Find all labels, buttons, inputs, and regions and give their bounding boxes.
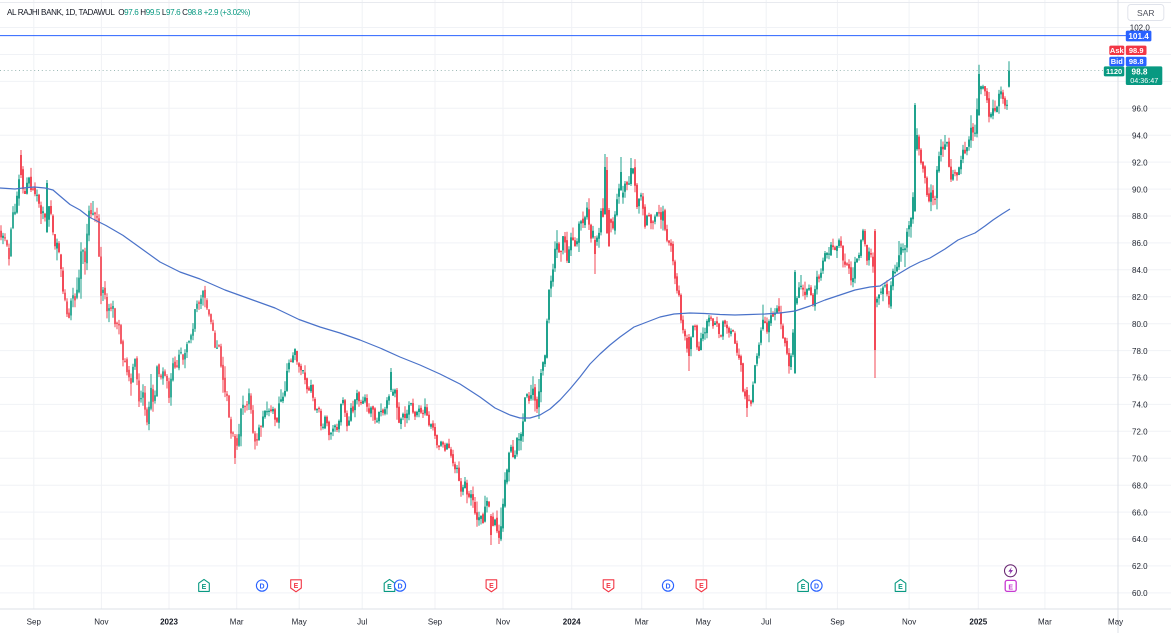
svg-text:D: D <box>259 584 264 591</box>
svg-text:Mar: Mar <box>230 618 244 627</box>
svg-text:2023: 2023 <box>160 618 178 627</box>
svg-text:92.0: 92.0 <box>1132 158 1148 167</box>
svg-text:101.4: 101.4 <box>1128 32 1149 41</box>
svg-text:86.0: 86.0 <box>1132 239 1148 248</box>
svg-text:80.0: 80.0 <box>1132 320 1148 329</box>
svg-text:04:36:47: 04:36:47 <box>1130 76 1158 85</box>
svg-text:82.0: 82.0 <box>1132 293 1148 302</box>
svg-text:E: E <box>489 583 494 590</box>
svg-text:SAR: SAR <box>1137 8 1154 18</box>
svg-text:2024: 2024 <box>563 618 581 627</box>
svg-text:2025: 2025 <box>969 618 987 627</box>
svg-text:96.0: 96.0 <box>1132 105 1148 114</box>
svg-text:Sep: Sep <box>830 618 845 627</box>
svg-text:98.8: 98.8 <box>1132 67 1148 76</box>
svg-text:E: E <box>387 584 392 591</box>
svg-text:Bid: Bid <box>1111 57 1124 66</box>
svg-text:Mar: Mar <box>635 618 649 627</box>
svg-text:E: E <box>294 583 299 590</box>
svg-text:E: E <box>606 583 611 590</box>
svg-text:90.0: 90.0 <box>1132 185 1148 194</box>
svg-text:64.0: 64.0 <box>1132 535 1148 544</box>
svg-text:Sep: Sep <box>27 618 42 627</box>
svg-text:E: E <box>898 584 903 591</box>
svg-text:Ask: Ask <box>1110 46 1125 55</box>
svg-text:70.0: 70.0 <box>1132 455 1148 464</box>
svg-text:D: D <box>397 584 402 591</box>
svg-text:94.0: 94.0 <box>1132 131 1148 140</box>
svg-text:May: May <box>1108 618 1123 627</box>
svg-text:74.0: 74.0 <box>1132 401 1148 410</box>
svg-text:102.0: 102.0 <box>1130 24 1151 33</box>
svg-text:May: May <box>292 618 307 627</box>
svg-text:98.8: 98.8 <box>1129 57 1144 66</box>
svg-text:D: D <box>665 584 670 591</box>
svg-text:Sep: Sep <box>428 618 443 627</box>
svg-text:Nov: Nov <box>94 618 108 627</box>
svg-text:AL RAJHI BANK, 1D, TADAWUL O9: AL RAJHI BANK, 1D, TADAWUL O97.6 H99.5 L… <box>7 8 251 17</box>
svg-text:68.0: 68.0 <box>1132 481 1148 490</box>
svg-text:84.0: 84.0 <box>1132 266 1148 275</box>
svg-text:76.0: 76.0 <box>1132 374 1148 383</box>
svg-text:Nov: Nov <box>902 618 916 627</box>
svg-text:78.0: 78.0 <box>1132 347 1148 356</box>
svg-text:D: D <box>814 584 819 591</box>
svg-text:72.0: 72.0 <box>1132 428 1148 437</box>
svg-text:62.0: 62.0 <box>1132 562 1148 571</box>
svg-text:E: E <box>202 584 207 591</box>
svg-text:E: E <box>699 583 704 590</box>
svg-text:Jul: Jul <box>761 618 771 627</box>
svg-text:Mar: Mar <box>1038 618 1052 627</box>
svg-text:E: E <box>1008 584 1013 591</box>
svg-text:E: E <box>801 584 806 591</box>
svg-text:88.0: 88.0 <box>1132 212 1148 221</box>
svg-text:Nov: Nov <box>496 618 510 627</box>
svg-text:1120: 1120 <box>1106 67 1122 76</box>
svg-text:Jul: Jul <box>357 618 367 627</box>
svg-text:May: May <box>696 618 711 627</box>
svg-text:66.0: 66.0 <box>1132 508 1148 517</box>
svg-text:98.9: 98.9 <box>1129 46 1144 55</box>
svg-text:60.0: 60.0 <box>1132 589 1148 598</box>
